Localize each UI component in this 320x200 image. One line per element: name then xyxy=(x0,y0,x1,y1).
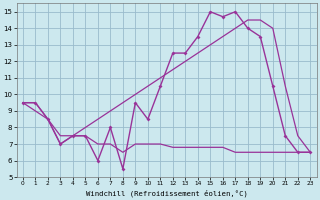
X-axis label: Windchill (Refroidissement éolien,°C): Windchill (Refroidissement éolien,°C) xyxy=(86,189,248,197)
